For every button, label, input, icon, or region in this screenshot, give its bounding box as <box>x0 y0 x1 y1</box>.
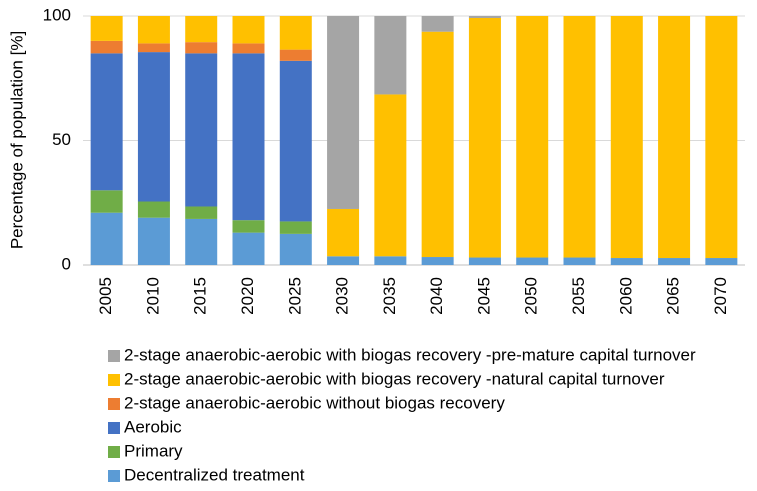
bar-segment <box>279 60 312 222</box>
bar-segment <box>374 16 407 95</box>
y-tick-label: 100 <box>43 5 71 24</box>
bar-segment <box>279 49 312 61</box>
bar-segment <box>658 16 691 259</box>
bar-segment <box>610 16 643 259</box>
bar-segment <box>185 53 218 207</box>
bar-segment <box>516 16 549 258</box>
bar-segment <box>185 218 218 265</box>
bar-segment <box>563 16 596 258</box>
legend-swatch <box>108 374 120 386</box>
y-tick-label: 50 <box>52 130 71 149</box>
bar-segment <box>327 16 360 209</box>
x-tick-label: 2025 <box>285 277 304 315</box>
x-tick-label: 2005 <box>96 277 115 315</box>
bar-segment <box>327 256 360 265</box>
x-tick-label: 2040 <box>427 277 446 315</box>
legend-label: 2-stage anaerobic-aerobic without biogas… <box>124 393 505 412</box>
bar-segment <box>137 16 170 44</box>
bar-segment <box>232 43 265 54</box>
bar-segment <box>90 190 123 213</box>
bar-segment <box>137 43 170 53</box>
bar-segment <box>185 16 218 43</box>
bar-segment <box>232 220 265 233</box>
bar-segment <box>468 17 501 258</box>
bar-segment <box>421 257 454 265</box>
legend-swatch <box>108 350 120 362</box>
bar-segment <box>705 258 738 265</box>
bar-segment <box>232 232 265 265</box>
bar-segment <box>232 16 265 44</box>
bar-segment <box>185 206 218 219</box>
x-tick-label: 2060 <box>616 277 635 315</box>
legend-label: 2-stage anaerobic-aerobic with biogas re… <box>124 345 696 364</box>
x-tick-label: 2015 <box>191 277 210 315</box>
bar-segment <box>90 16 123 41</box>
bar-segment <box>705 16 738 259</box>
x-tick-label: 2045 <box>474 277 493 315</box>
x-tick-label: 2030 <box>333 277 352 315</box>
legend-swatch <box>108 446 120 458</box>
bar-segment <box>90 40 123 54</box>
bar-segment <box>421 16 454 32</box>
bar-segment <box>658 258 691 265</box>
bar-segment <box>468 257 501 265</box>
bar-segment <box>563 257 596 265</box>
legend-label: Primary <box>124 441 183 460</box>
y-axis-label: Percentage of population [%] <box>7 31 26 249</box>
bar-segment <box>232 53 265 221</box>
legend-swatch <box>108 422 120 434</box>
bar-segment <box>327 208 360 257</box>
bar-segment <box>516 257 549 265</box>
bar-segment <box>374 94 407 257</box>
bar-segment <box>137 201 170 218</box>
bar-segment <box>137 217 170 265</box>
x-tick-label: 2050 <box>522 277 541 315</box>
bar-segment <box>374 256 407 265</box>
bar-segment <box>90 212 123 265</box>
legend-label: Decentralized treatment <box>124 465 305 484</box>
legend-label: 2-stage anaerobic-aerobic with biogas re… <box>124 369 665 388</box>
x-tick-label: 2055 <box>569 277 588 315</box>
x-tick-label: 2065 <box>664 277 683 315</box>
bar-segment <box>90 53 123 191</box>
bar-segment <box>421 31 454 258</box>
bar-segment <box>185 42 218 54</box>
bar-segment <box>279 233 312 265</box>
bar-segment <box>610 258 643 265</box>
bar-segment <box>279 221 312 234</box>
bar-segment <box>468 16 501 18</box>
x-tick-label: 2070 <box>711 277 730 315</box>
x-tick-label: 2035 <box>380 277 399 315</box>
x-tick-label: 2020 <box>238 277 257 315</box>
legend-label: Aerobic <box>124 417 182 436</box>
x-tick-label: 2010 <box>143 277 162 315</box>
bar-segment <box>279 16 312 50</box>
legend-swatch <box>108 470 120 482</box>
y-tick-label: 0 <box>62 254 71 273</box>
legend-swatch <box>108 398 120 410</box>
bar-segment <box>137 52 170 202</box>
